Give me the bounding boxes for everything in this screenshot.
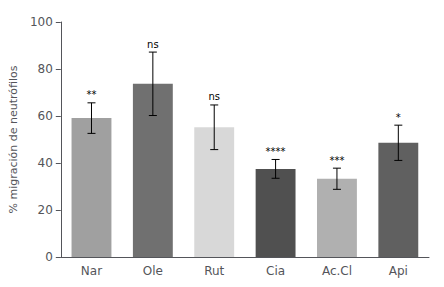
svg-text:60: 60 (38, 109, 53, 123)
svg-text:Ole: Ole (143, 264, 163, 278)
svg-text:**: ** (86, 89, 96, 100)
svg-text:ns: ns (208, 91, 220, 102)
svg-text:20: 20 (38, 203, 53, 217)
svg-text:ns: ns (147, 39, 159, 50)
svg-text:80: 80 (38, 62, 53, 76)
svg-text:% migración de neutrófilos: % migración de neutrófilos (7, 65, 20, 213)
svg-text:100: 100 (30, 15, 53, 29)
svg-text:*: * (396, 112, 401, 123)
svg-text:Rut: Rut (204, 264, 224, 278)
svg-text:Cia: Cia (266, 264, 285, 278)
svg-text:0: 0 (45, 250, 53, 264)
svg-text:Api: Api (389, 264, 408, 278)
svg-text:***: *** (329, 155, 344, 166)
svg-text:Ac.Cl: Ac.Cl (322, 264, 352, 278)
svg-text:Nar: Nar (81, 264, 102, 278)
svg-text:****: **** (266, 146, 286, 157)
svg-text:40: 40 (38, 156, 53, 170)
